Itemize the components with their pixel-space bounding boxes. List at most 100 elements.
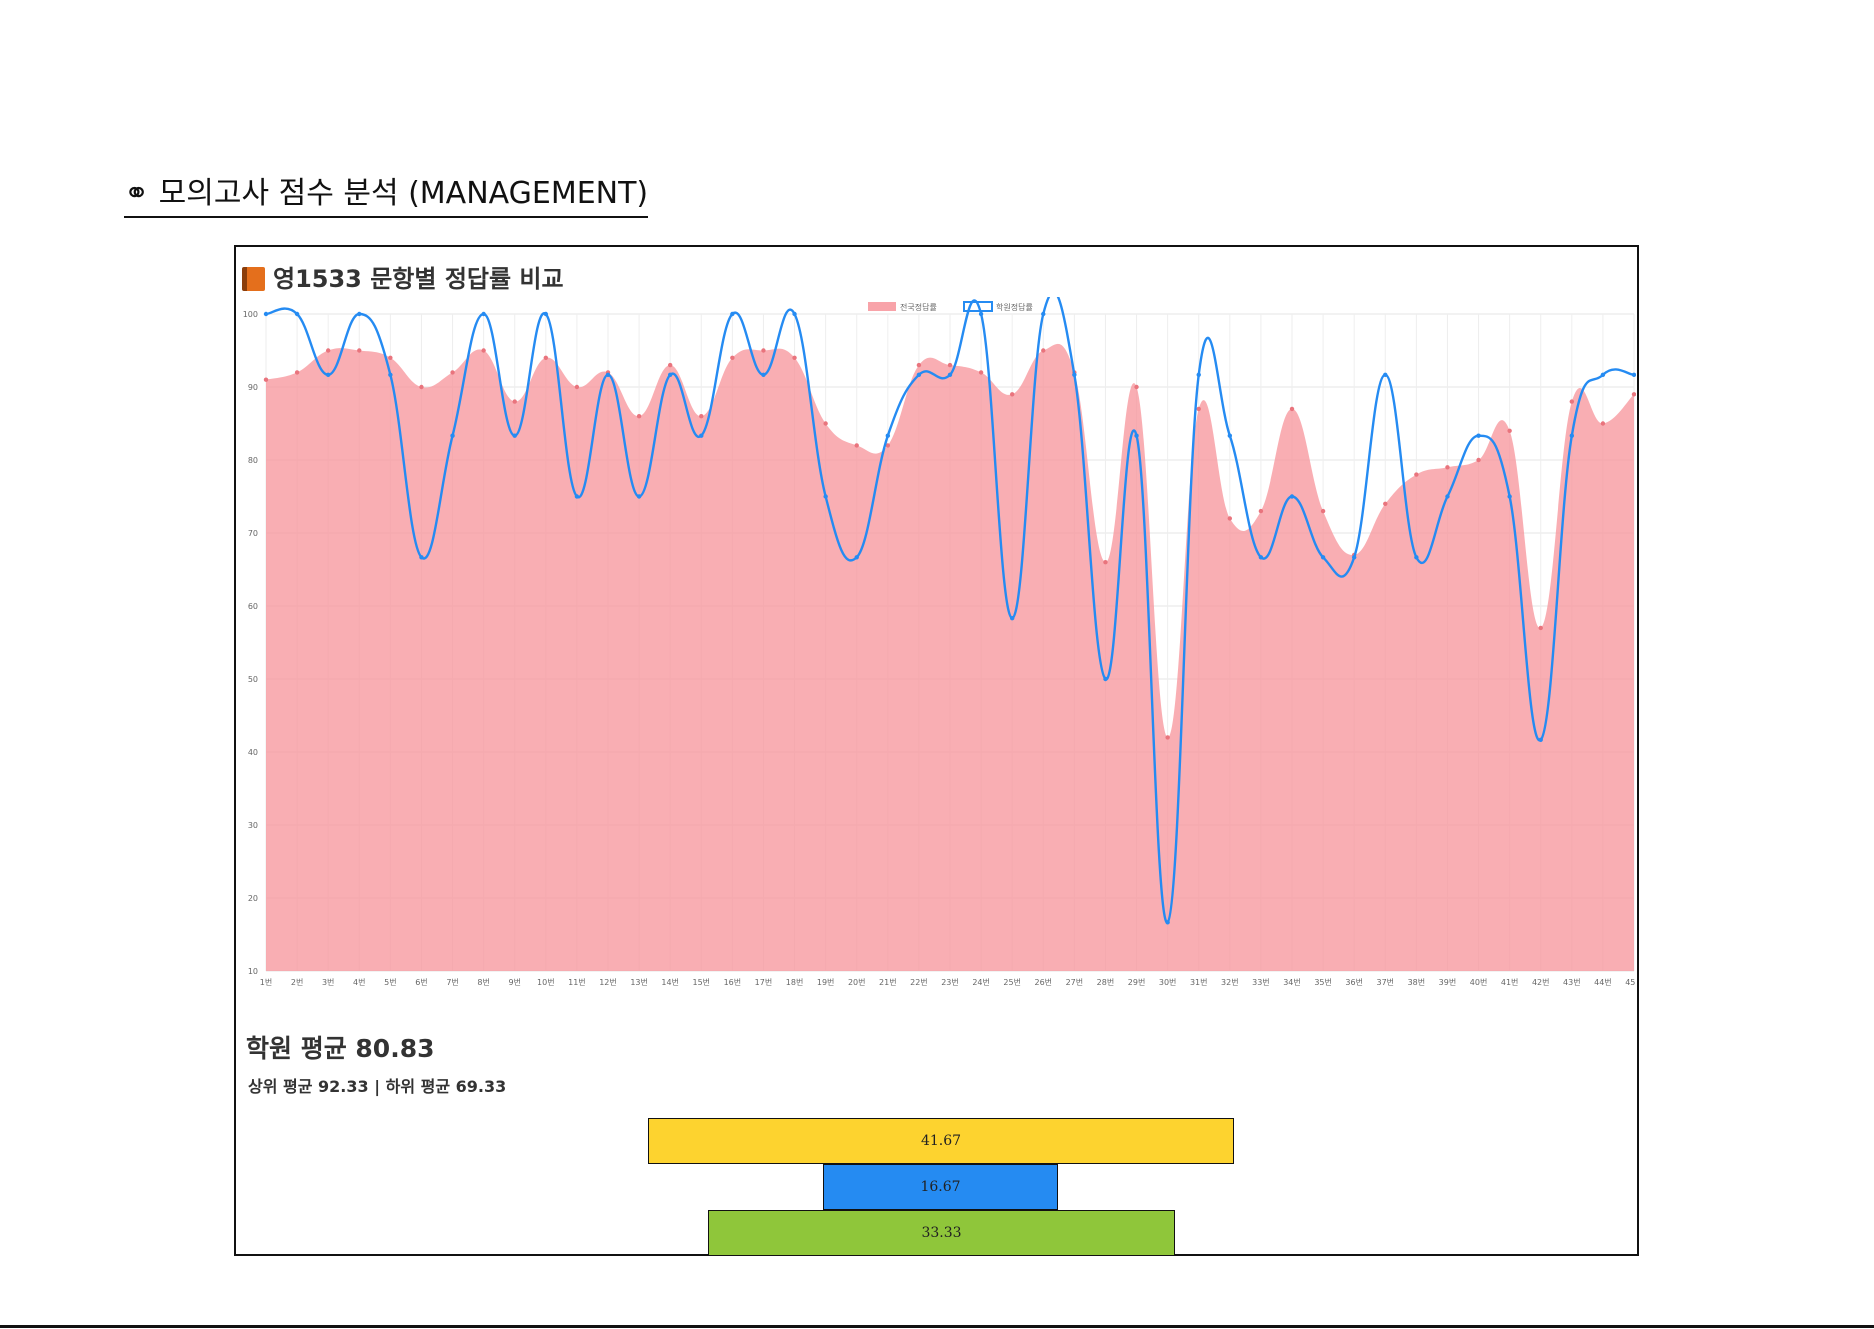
x-tick-label: 41번 (1501, 978, 1519, 987)
point-national (885, 443, 891, 448)
point-academy (450, 433, 455, 438)
point-national (636, 414, 642, 419)
point-academy (1165, 920, 1170, 925)
point-academy (916, 372, 922, 378)
x-tick-label: 14번 (661, 978, 679, 987)
point-national (730, 355, 735, 360)
point-national (574, 384, 580, 390)
x-tick-label: 6번 (415, 978, 427, 987)
x-tick-label: 9번 (509, 978, 521, 987)
point-national (419, 384, 424, 390)
x-tick-label: 26번 (1034, 978, 1052, 987)
y-tick-label: 90 (248, 383, 258, 392)
point-national (1600, 421, 1606, 426)
point-academy (1320, 555, 1326, 560)
point-national (388, 355, 393, 360)
point-national (357, 348, 362, 353)
chart-panel: 영1533 문항별 정답률 비교 10 20 30 40 50 60 70 80 90 100 1번… (234, 245, 1639, 1256)
point-academy (1445, 494, 1450, 499)
book-icon (242, 267, 265, 291)
point-academy (294, 311, 300, 317)
score-bar-bottom: 33.33 (708, 1210, 1175, 1256)
point-national (1227, 516, 1233, 521)
x-tick-label: 27번 (1066, 978, 1084, 987)
top-bottom-average: 상위 평균 92.33 | 하위 평균 69.33 (248, 1077, 507, 1096)
point-academy (1103, 676, 1108, 682)
score-bar-middle: 16.67 (823, 1164, 1058, 1210)
section-title: ⚭ 모의고사 점수 분석 (MANAGEMENT) (124, 168, 649, 218)
point-academy (325, 372, 331, 378)
x-tick-label: 25번 (1003, 978, 1021, 987)
x-tick-label: 45번 (1625, 978, 1636, 987)
point-academy (512, 433, 517, 438)
x-tick-label: 11번 (568, 978, 586, 987)
point-academy (1414, 555, 1419, 560)
point-national (1414, 472, 1419, 477)
x-tick-label: 31번 (1190, 978, 1208, 987)
line-chart: 10 20 30 40 50 60 70 80 90 100 1번 2번 3번 4번 5번 6번 7번 8번 9번 1… (243, 297, 1636, 987)
x-tick-label: 22번 (910, 978, 928, 987)
x-tick-label: 21번 (879, 978, 897, 987)
point-academy (1072, 372, 1077, 378)
point-academy (1289, 494, 1295, 499)
x-tick-label: 35번 (1314, 978, 1332, 987)
point-academy (1476, 433, 1481, 438)
x-tick-label: 18번 (786, 978, 804, 987)
legend-swatch-national (868, 302, 896, 311)
x-tick-label: 44번 (1594, 978, 1612, 987)
y-tick-label: 20 (248, 894, 258, 903)
x-tick-label: 28번 (1097, 978, 1115, 987)
x-tick-label: 7번 (446, 978, 458, 987)
point-academy (1009, 615, 1015, 621)
x-tick-label: 3번 (322, 978, 334, 987)
x-tick-label: 42번 (1532, 978, 1550, 987)
point-academy (854, 555, 859, 560)
point-national (481, 348, 486, 353)
point-academy (636, 494, 642, 499)
point-academy (667, 372, 673, 378)
point-national (1041, 348, 1046, 353)
point-national (325, 348, 331, 353)
x-tick-label: 8번 (477, 978, 489, 987)
point-national (450, 370, 455, 375)
point-national (792, 355, 797, 360)
y-tick-label: 40 (248, 748, 258, 757)
point-national (1289, 406, 1295, 412)
point-academy (1507, 494, 1512, 499)
point-national (761, 348, 766, 353)
x-tick-label: 33번 (1252, 978, 1270, 987)
x-tick-label: 29번 (1128, 978, 1146, 987)
x-tick-label: 24번 (972, 978, 990, 987)
point-national (947, 362, 953, 368)
x-tick-label: 34번 (1283, 978, 1301, 987)
point-national (823, 421, 828, 426)
x-tick-label: 10번 (537, 978, 555, 987)
point-national (1476, 457, 1481, 463)
point-academy (1041, 311, 1046, 317)
point-national (294, 370, 300, 375)
point-national (263, 377, 269, 382)
point-national (699, 414, 704, 419)
x-tick-label: 39번 (1439, 978, 1457, 987)
point-academy (543, 311, 549, 317)
point-academy (978, 311, 984, 317)
point-national (1165, 735, 1170, 740)
legend-label-academy: 학원정답률 (996, 302, 1033, 312)
point-academy (1258, 555, 1264, 560)
point-national (1320, 508, 1326, 514)
point-academy (1351, 555, 1357, 560)
point-academy (419, 555, 424, 560)
point-national (667, 362, 673, 368)
point-academy (792, 311, 797, 317)
point-national (1134, 384, 1139, 390)
point-national (1631, 392, 1636, 397)
point-academy (885, 433, 891, 438)
point-academy (1227, 433, 1233, 438)
point-academy (1538, 737, 1543, 743)
y-tick-label: 10 (248, 967, 258, 976)
x-tick-label: 13번 (630, 978, 648, 987)
point-national (512, 399, 517, 404)
x-tick-label: 16번 (724, 978, 742, 987)
point-academy (761, 372, 766, 378)
point-national (916, 362, 922, 368)
